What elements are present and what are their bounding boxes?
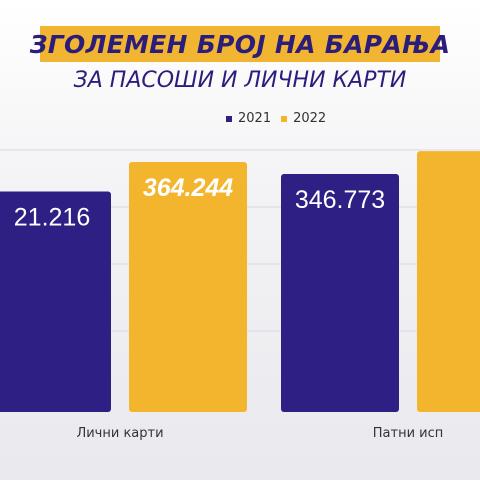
- category-label-1: Патни исп: [373, 426, 444, 441]
- legend: 2021 2022: [226, 111, 326, 126]
- bar-2022-patni-isprávi: [417, 151, 480, 412]
- bar-2021-patni-isprávi: [281, 173, 399, 412]
- legend-swatch-2022: [281, 115, 288, 122]
- legend-label-2022: 2022: [293, 111, 327, 126]
- legend-label-2021: 2021: [238, 111, 272, 126]
- data-label-2021-1: 346.773: [295, 186, 385, 214]
- legend-swatch-2021: [226, 115, 232, 122]
- chart-title: ЗГОЛЕМЕН БРОЈ НА БАРАЊА: [29, 29, 451, 59]
- category-label-0: Лични карти: [76, 426, 163, 441]
- legend-item-2021: 2021: [226, 111, 271, 126]
- legend-item-2022: 2022: [281, 111, 326, 126]
- data-label-2021-0: 21.216: [14, 204, 90, 232]
- title-banner: ЗГОЛЕМЕН БРОЈ НА БАРАЊА: [30, 26, 450, 62]
- bar-2021-licni-karti: [0, 191, 111, 412]
- data-label-2022-0: 364.244: [143, 174, 233, 202]
- chart-subtitle: ЗА ПАСОШИ И ЛИЧНИ КАРТИ: [73, 68, 407, 93]
- bar-2022-licni-karti: [129, 162, 247, 412]
